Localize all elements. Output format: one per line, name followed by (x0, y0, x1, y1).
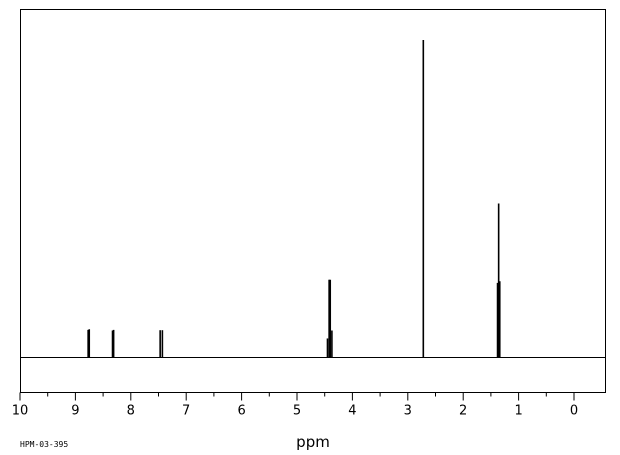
spectrum-code-label: HPM-03-395 (20, 440, 68, 449)
tick-label-9: 9 (71, 404, 79, 419)
tick-label-10: 10 (12, 404, 29, 419)
tick-label-0: 0 (570, 404, 578, 419)
tick-label-4: 4 (348, 404, 356, 419)
tick-label-1: 1 (514, 404, 522, 419)
tick-label-7: 7 (182, 404, 190, 419)
tick-label-3: 3 (404, 404, 412, 419)
plot-frame (20, 9, 606, 393)
x-axis-tick-labels: 10 9 8 7 6 5 4 3 2 1 0 (12, 404, 578, 419)
x-axis-label: ppm (296, 433, 330, 451)
tick-label-8: 8 (127, 404, 135, 419)
tick-label-5: 5 (293, 404, 301, 419)
peaks (87, 40, 501, 358)
x-axis-ticks (19, 392, 575, 401)
tick-label-6: 6 (237, 404, 245, 419)
tick-label-2: 2 (459, 404, 467, 419)
